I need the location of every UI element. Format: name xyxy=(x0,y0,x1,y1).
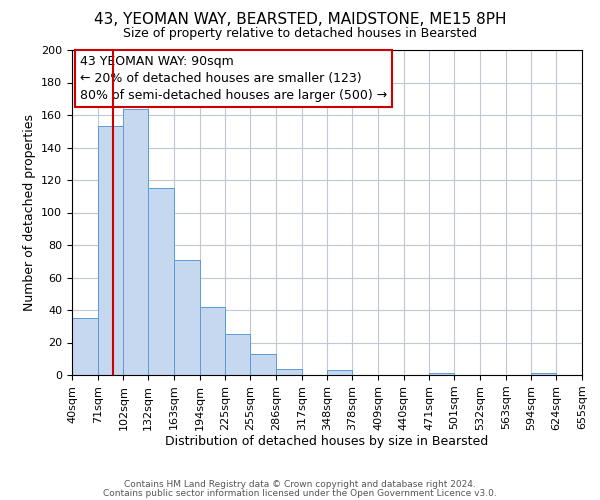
Bar xyxy=(226,334,250,375)
Bar xyxy=(582,372,600,375)
Bar xyxy=(174,260,200,375)
Bar xyxy=(276,368,302,375)
Bar xyxy=(328,370,352,375)
Y-axis label: Number of detached properties: Number of detached properties xyxy=(23,114,35,311)
Bar xyxy=(148,188,174,375)
Bar xyxy=(124,108,148,375)
Bar xyxy=(98,126,124,375)
Bar xyxy=(532,374,556,375)
Bar xyxy=(250,354,276,375)
Text: Contains public sector information licensed under the Open Government Licence v3: Contains public sector information licen… xyxy=(103,488,497,498)
Text: Size of property relative to detached houses in Bearsted: Size of property relative to detached ho… xyxy=(123,28,477,40)
X-axis label: Distribution of detached houses by size in Bearsted: Distribution of detached houses by size … xyxy=(166,436,488,448)
Text: 43 YEOMAN WAY: 90sqm
← 20% of detached houses are smaller (123)
80% of semi-deta: 43 YEOMAN WAY: 90sqm ← 20% of detached h… xyxy=(80,55,387,102)
Bar xyxy=(430,374,454,375)
Bar xyxy=(72,318,98,375)
Bar xyxy=(200,306,226,375)
Text: Contains HM Land Registry data © Crown copyright and database right 2024.: Contains HM Land Registry data © Crown c… xyxy=(124,480,476,489)
Text: 43, YEOMAN WAY, BEARSTED, MAIDSTONE, ME15 8PH: 43, YEOMAN WAY, BEARSTED, MAIDSTONE, ME1… xyxy=(94,12,506,28)
